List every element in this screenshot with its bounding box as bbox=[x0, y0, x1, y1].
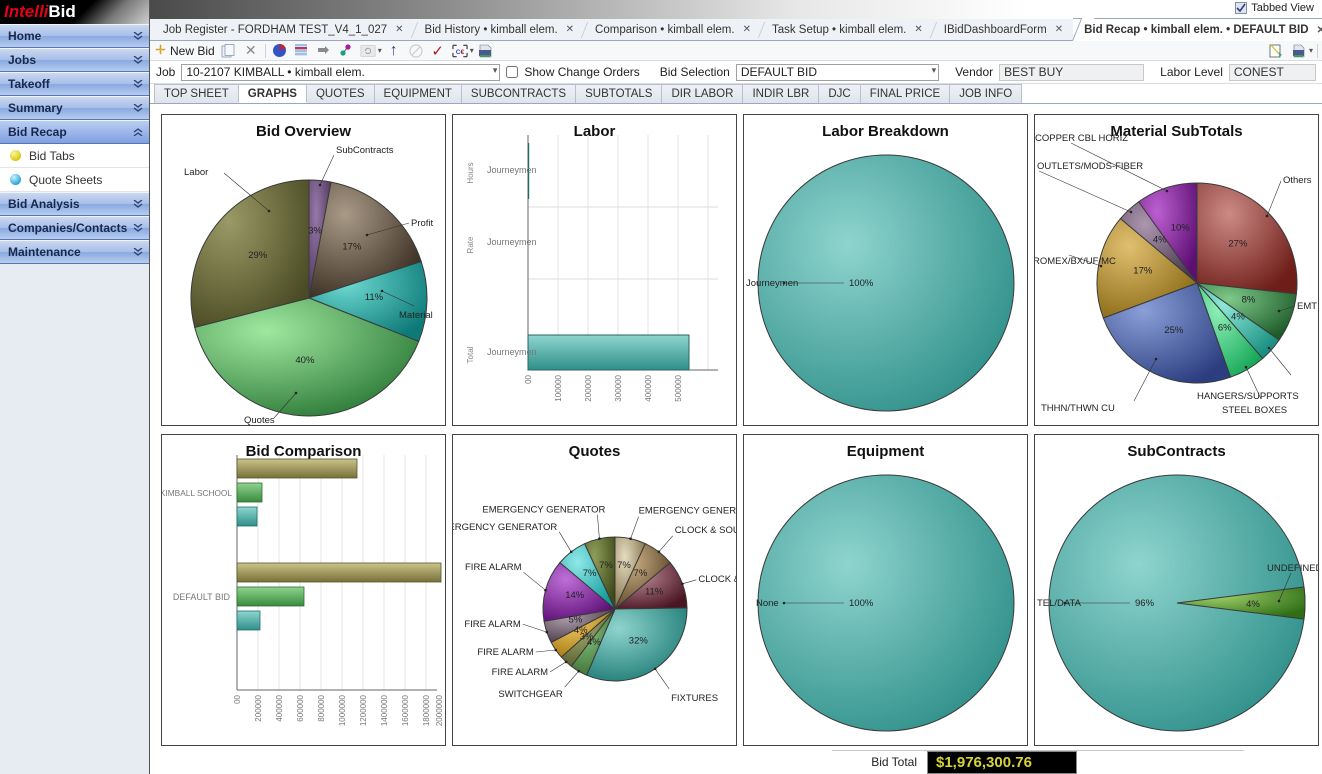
svg-text:COPPER CBL HORIZ: COPPER CBL HORIZ bbox=[1035, 133, 1128, 144]
svg-text:FIRE ALARM: FIRE ALARM bbox=[464, 619, 521, 630]
svg-text:17%: 17% bbox=[1133, 266, 1153, 277]
svg-text:200000: 200000 bbox=[584, 374, 593, 401]
svg-text:SWITCHGEAR: SWITCHGEAR bbox=[498, 689, 563, 700]
svg-text:00: 00 bbox=[233, 694, 242, 703]
svg-text:100%: 100% bbox=[849, 598, 874, 609]
svg-text:4%: 4% bbox=[1246, 599, 1260, 610]
svg-text:1000000: 1000000 bbox=[338, 694, 347, 726]
svg-text:96%: 96% bbox=[1135, 598, 1155, 609]
svg-text:4%: 4% bbox=[574, 625, 588, 636]
svg-text:DEFAULT BID: DEFAULT BID bbox=[173, 592, 231, 602]
svg-text:40%: 40% bbox=[295, 355, 315, 366]
svg-text:Journeymen: Journeymen bbox=[487, 165, 537, 175]
svg-text:FIRE ALARM: FIRE ALARM bbox=[477, 647, 534, 658]
svg-text:FIXTURES: FIXTURES bbox=[671, 693, 718, 704]
svg-text:11%: 11% bbox=[645, 586, 664, 597]
svg-text:00: 00 bbox=[524, 374, 533, 383]
svg-text:27%: 27% bbox=[1228, 238, 1248, 249]
svg-text:EMERGENCY GENERATOR: EMERGENCY GENERATOR bbox=[639, 506, 737, 517]
svg-text:4%: 4% bbox=[1231, 312, 1245, 323]
svg-text:CLOCK & SOUND: CLOCK & SOUND bbox=[698, 574, 737, 585]
svg-text:HANGERS/SUPPORTS: HANGERS/SUPPORTS bbox=[1197, 391, 1299, 402]
svg-text:EMT: EMT bbox=[1297, 301, 1317, 312]
svg-text:1200000: 1200000 bbox=[359, 694, 368, 726]
svg-text:FIRE ALARM: FIRE ALARM bbox=[465, 562, 522, 573]
svg-text:Total: Total bbox=[466, 346, 475, 363]
svg-text:OUTLETS/MODS-FIBER: OUTLETS/MODS-FIBER bbox=[1037, 161, 1143, 172]
svg-text:4%: 4% bbox=[1153, 235, 1167, 246]
svg-text:29%: 29% bbox=[248, 250, 268, 261]
svg-text:200000: 200000 bbox=[254, 694, 263, 721]
svg-text:500000: 500000 bbox=[674, 374, 683, 401]
svg-text:17%: 17% bbox=[342, 241, 362, 252]
svg-text:Journeymen: Journeymen bbox=[487, 237, 537, 247]
svg-text:800000: 800000 bbox=[317, 694, 326, 721]
svg-text:€: € bbox=[460, 48, 464, 55]
svg-text:7%: 7% bbox=[583, 568, 597, 579]
svg-text:7%: 7% bbox=[634, 568, 648, 579]
svg-text:CLOCK & SOUND: CLOCK & SOUND bbox=[675, 525, 737, 536]
svg-text:600000: 600000 bbox=[296, 694, 305, 721]
svg-text:11%: 11% bbox=[365, 292, 384, 303]
svg-text:SubContracts: SubContracts bbox=[336, 145, 394, 156]
svg-text:5%: 5% bbox=[569, 614, 583, 625]
svg-text:400000: 400000 bbox=[644, 374, 653, 401]
svg-text:Labor: Labor bbox=[184, 167, 208, 178]
svg-text:100%: 100% bbox=[849, 278, 874, 289]
svg-text:UNDEFINED 270: UNDEFINED 270 bbox=[1267, 563, 1319, 574]
svg-text:14%: 14% bbox=[565, 590, 585, 601]
svg-text:Hours: Hours bbox=[466, 162, 475, 183]
svg-text:EMERGENCY GENERATOR: EMERGENCY GENERATOR bbox=[482, 505, 605, 516]
svg-text:400000: 400000 bbox=[275, 694, 284, 721]
svg-text:KIMBALL SCHOOL: KIMBALL SCHOOL bbox=[162, 488, 232, 498]
svg-text:STEEL BOXES: STEEL BOXES bbox=[1222, 405, 1287, 416]
svg-text:7%: 7% bbox=[599, 560, 613, 571]
svg-text:Quotes: Quotes bbox=[244, 415, 275, 426]
svg-text:TEL/DATA: TEL/DATA bbox=[1037, 598, 1082, 609]
svg-text:3%: 3% bbox=[308, 225, 322, 236]
svg-text:100000: 100000 bbox=[554, 374, 563, 401]
svg-text:1600000: 1600000 bbox=[401, 694, 410, 726]
svg-text:None: None bbox=[756, 598, 779, 609]
svg-text:300000: 300000 bbox=[614, 374, 623, 401]
svg-text:Profit: Profit bbox=[411, 218, 434, 229]
svg-text:6%: 6% bbox=[1218, 323, 1232, 334]
svg-text:Journeymen: Journeymen bbox=[487, 347, 537, 357]
svg-text:32%: 32% bbox=[629, 636, 649, 647]
svg-text:1800000: 1800000 bbox=[422, 694, 431, 726]
svg-text:1400000: 1400000 bbox=[380, 694, 389, 726]
svg-text:7%: 7% bbox=[617, 560, 631, 571]
svg-text:Journeymen: Journeymen bbox=[746, 278, 798, 289]
svg-text:Rate: Rate bbox=[466, 236, 475, 253]
svg-text:THHN/THWN CU: THHN/THWN CU bbox=[1041, 403, 1115, 414]
svg-text:Material: Material bbox=[399, 310, 433, 321]
svg-text:ROMEX/BX/UF/MC: ROMEX/BX/UF/MC bbox=[1035, 256, 1116, 267]
svg-text:8%: 8% bbox=[1242, 294, 1256, 305]
svg-text:EMERGENCY GENERATOR: EMERGENCY GENERATOR bbox=[453, 522, 557, 533]
svg-text:Others: Others bbox=[1283, 175, 1312, 186]
svg-text:2000000: 2000000 bbox=[435, 694, 444, 726]
svg-text:25%: 25% bbox=[1164, 325, 1184, 336]
svg-text:FIRE ALARM: FIRE ALARM bbox=[492, 667, 549, 678]
svg-text:10%: 10% bbox=[1171, 223, 1191, 234]
